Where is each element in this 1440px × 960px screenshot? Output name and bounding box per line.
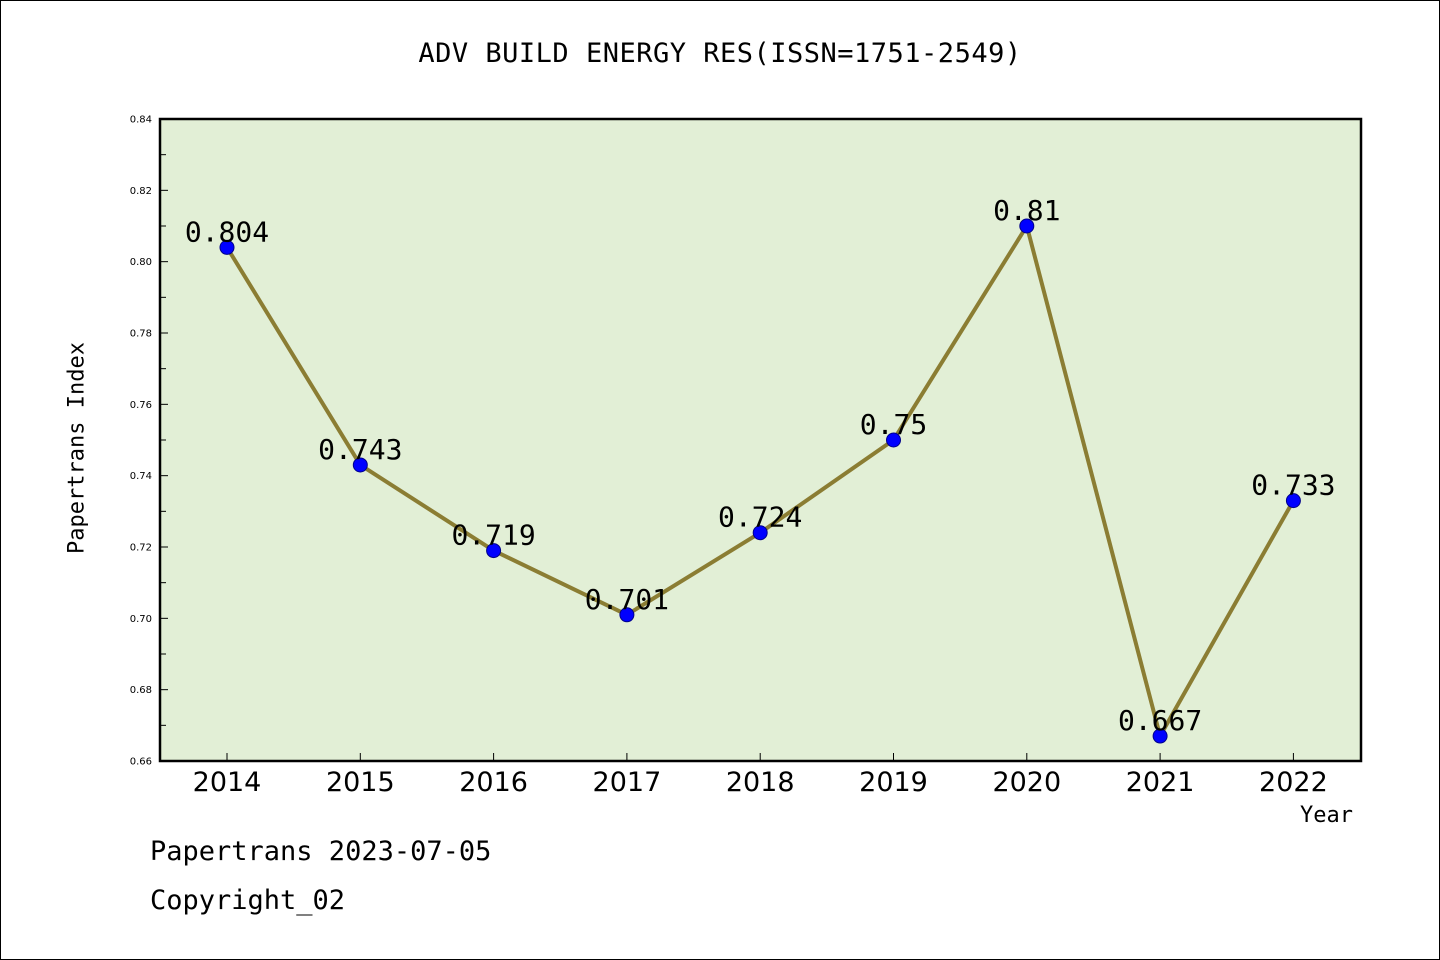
y-tick-label: 0.78 xyxy=(130,329,152,340)
x-tick-label: 2014 xyxy=(193,767,262,798)
x-tick-label: 2018 xyxy=(726,767,795,798)
x-tick-label: 2021 xyxy=(1126,767,1195,798)
x-tick-label: 2019 xyxy=(859,767,928,798)
y-tick-label: 0.82 xyxy=(130,186,152,197)
data-label: 0.75 xyxy=(860,408,927,441)
y-tick-label: 0.84 xyxy=(130,115,152,126)
data-label: 0.804 xyxy=(185,215,269,248)
data-label: 0.667 xyxy=(1118,704,1202,737)
y-tick-label: 0.72 xyxy=(130,543,152,554)
footer-copyright-text: Copyright_02 xyxy=(150,885,346,916)
footer-date-text: Papertrans 2023-07-05 xyxy=(150,836,492,867)
data-label: 0.81 xyxy=(993,194,1060,227)
data-point xyxy=(619,607,635,623)
x-tick-label: 2016 xyxy=(459,767,528,798)
y-tick-label: 0.74 xyxy=(130,471,152,482)
x-tick-label: 2015 xyxy=(326,767,395,798)
data-label: 0.724 xyxy=(718,501,802,534)
data-point xyxy=(486,543,502,559)
x-tick-label: 2017 xyxy=(593,767,662,798)
data-point xyxy=(1019,218,1035,234)
y-tick-label: 0.80 xyxy=(130,257,152,268)
data-label: 0.733 xyxy=(1251,469,1335,502)
data-point xyxy=(1152,728,1168,744)
x-axis-label: Year xyxy=(1300,803,1353,828)
data-point xyxy=(219,239,235,255)
data-point xyxy=(752,525,768,541)
data-point xyxy=(1285,493,1301,509)
x-tick-label: 2022 xyxy=(1259,767,1328,798)
chart-title: ADV BUILD ENERGY RES(ISSN=1751-2549) xyxy=(418,38,1022,69)
plot-border xyxy=(158,117,1363,763)
y-tick-label: 0.76 xyxy=(130,400,152,411)
data-label: 0.743 xyxy=(318,433,402,466)
plot-area xyxy=(160,119,1361,761)
y-tick-label: 0.68 xyxy=(130,685,152,696)
data-label: 0.701 xyxy=(585,583,669,616)
y-tick-label: 0.70 xyxy=(130,614,152,625)
data-point xyxy=(886,432,901,448)
data-point xyxy=(352,457,368,473)
x-tick-label: 2020 xyxy=(992,767,1061,798)
data-label: 0.719 xyxy=(451,519,535,552)
y-tick-label: 0.66 xyxy=(130,757,152,768)
